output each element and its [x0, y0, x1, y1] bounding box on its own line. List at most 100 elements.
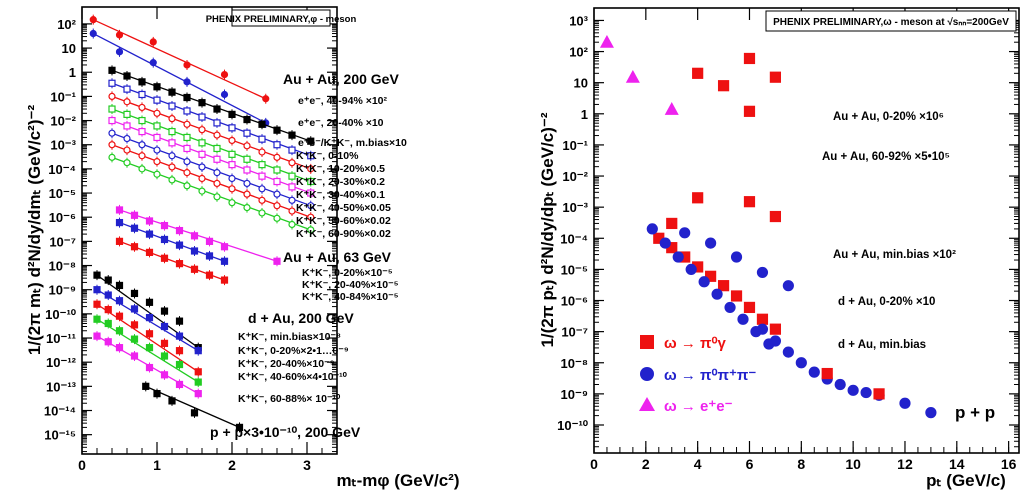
data-point: [190, 409, 199, 417]
data-point: [123, 122, 131, 130]
data-series: [646, 223, 775, 350]
data-point: [860, 386, 872, 399]
data-point: [108, 92, 116, 101]
right-y-axis-label: 1/(2π pₜ) d²N/dy/dpₜ (GeV/c)⁻²: [538, 112, 557, 347]
data-point: [138, 78, 146, 86]
data-point: [108, 153, 116, 161]
data-point: [145, 344, 154, 352]
data-point: [123, 110, 131, 118]
legend-marker-square: [640, 335, 654, 349]
annotation: d + Au, 0-20% ×10: [838, 296, 935, 308]
data-point: [108, 141, 116, 149]
data-point: [130, 352, 139, 360]
data-point: [685, 263, 697, 275]
data-point: [168, 176, 176, 184]
data-point: [194, 368, 202, 376]
data-point: [711, 288, 723, 300]
data-point: [769, 71, 782, 83]
data-point: [175, 317, 184, 325]
data-point: [258, 135, 266, 143]
annotation: K⁺K⁻, 20-40%×10⁻⁵: [302, 279, 399, 291]
data-point: [138, 116, 146, 125]
data-point: [93, 300, 101, 308]
data-point: [183, 158, 191, 166]
data-point: [273, 257, 281, 265]
data-series: [108, 128, 315, 211]
annotation: Au + Au, min.bias ×10²: [833, 249, 956, 261]
data-point: [198, 163, 206, 171]
data-point: [160, 352, 169, 360]
data-point: [243, 179, 251, 188]
data-series: [115, 217, 229, 267]
left-annotations: Au + Au, 200 GeV e⁺e⁻, 40-94% ×10² e⁺e⁻,…: [210, 71, 407, 440]
data-point: [243, 155, 251, 163]
y-tick-label: 1: [581, 107, 588, 122]
data-point: [93, 271, 101, 279]
data-point: [123, 134, 131, 143]
data-point: [145, 330, 154, 338]
data-series: [743, 105, 756, 117]
right-legend: ω → π⁰γ ω → π⁰π⁺π⁻ ω → e⁺e⁻: [639, 335, 756, 415]
data-point: [730, 251, 743, 263]
x-tick-label: 14: [949, 456, 965, 472]
data-point: [198, 187, 206, 195]
data-point: [175, 226, 184, 235]
data-point: [273, 141, 281, 149]
legend-marker-triangle: [639, 397, 655, 411]
phi-meson-panel: 10²10110⁻¹10⁻²10⁻³10⁻⁴10⁻⁵10⁻⁶10⁻⁷10⁻⁸10…: [0, 0, 510, 496]
data-point: [123, 146, 131, 154]
annotation: Au + Au, 63 GeV: [283, 249, 392, 265]
data-point: [183, 61, 191, 69]
data-point: [258, 148, 266, 156]
data-point: [168, 88, 176, 96]
data-point: [717, 280, 730, 292]
data-series: [115, 204, 281, 267]
annotation: K⁺K⁻, 30-40%×0.1: [296, 189, 385, 201]
data-point: [235, 423, 244, 431]
data-point: [730, 290, 743, 302]
data-series: [666, 192, 782, 230]
annotation: K⁺K⁻, 0-20%×10⁻⁵: [302, 267, 393, 279]
y-tick-label: 10⁻⁵: [49, 186, 76, 201]
data-point: [160, 235, 169, 244]
data-point: [153, 109, 161, 117]
y-tick-label: 10⁻¹⁴: [44, 404, 76, 419]
legend-label: ω → π⁰γ: [664, 335, 727, 352]
data-point: [834, 378, 846, 391]
data-point: [123, 85, 131, 93]
data-point: [198, 113, 206, 121]
data-point: [160, 221, 169, 230]
data-series: [108, 115, 315, 199]
legend-label: ω → e⁺e⁻: [664, 398, 733, 415]
data-point: [273, 202, 281, 210]
data-point: [89, 29, 97, 38]
data-point: [183, 133, 191, 142]
data-point: [228, 150, 236, 158]
data-point: [243, 129, 251, 137]
data-point: [108, 105, 116, 113]
data-point: [153, 158, 161, 166]
data-point: [183, 78, 191, 86]
data-series: [93, 299, 202, 377]
right-banner: PHENIX PRELIMINARY,ω - meson at √sₙₙ=200…: [773, 17, 1009, 28]
data-point: [273, 190, 281, 198]
data-point: [692, 192, 704, 204]
data-point: [183, 120, 191, 128]
y-tick-label: 10⁻⁸: [561, 356, 588, 371]
legend-marker-circle: [640, 367, 654, 381]
data-point: [168, 397, 176, 405]
annotation: K⁺K⁻, 60-90%×0.02: [296, 228, 391, 240]
left-axis-ticks: 10²10110⁻¹10⁻²10⁻³10⁻⁴10⁻⁵10⁻⁶10⁻⁷10⁻⁸10…: [44, 7, 338, 473]
data-point: [307, 137, 315, 145]
data-point: [115, 48, 124, 56]
data-point: [258, 196, 266, 204]
annotation: Au + Au, 60-92% ×5•10⁵: [822, 151, 950, 163]
data-point: [258, 120, 266, 128]
y-tick-label: 10²: [569, 45, 588, 60]
data-point: [228, 174, 236, 183]
data-point: [288, 207, 296, 215]
data-point: [130, 335, 139, 343]
data-point: [743, 196, 756, 208]
data-point: [198, 139, 206, 147]
y-tick-label: 10: [62, 41, 76, 56]
